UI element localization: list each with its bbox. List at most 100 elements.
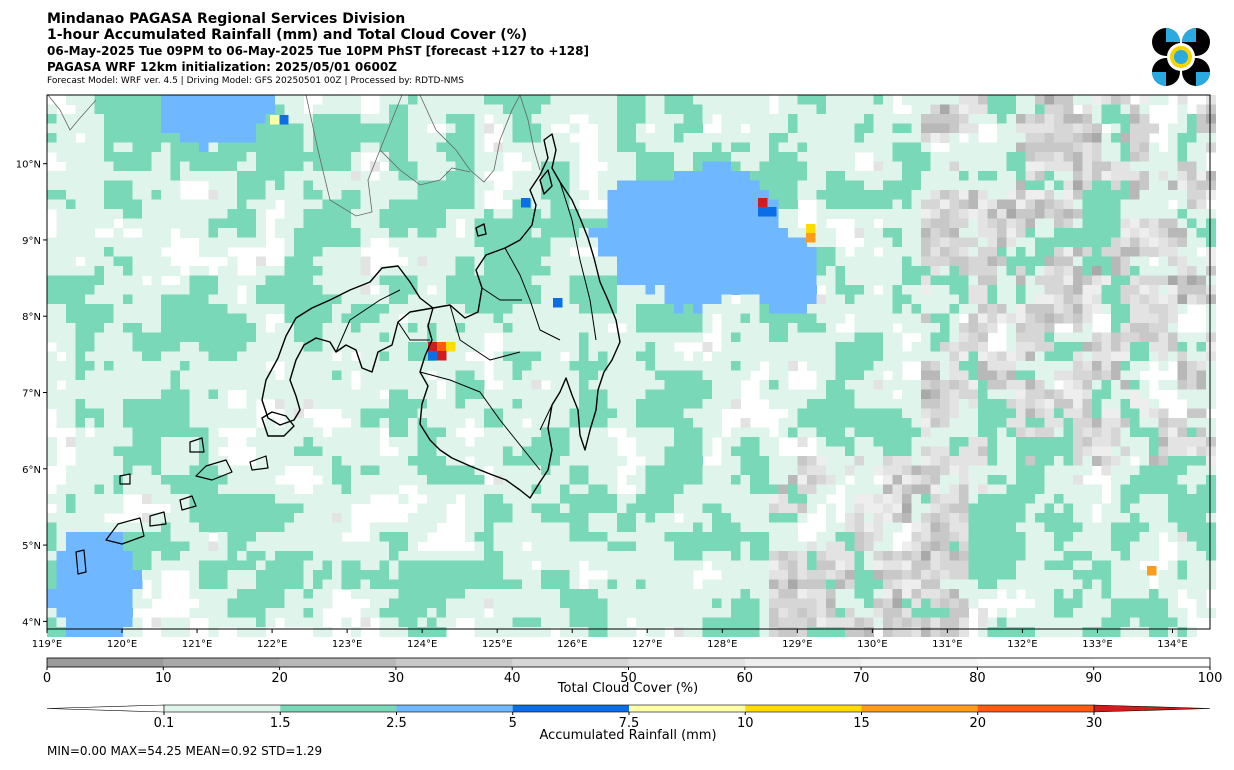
grid-cell — [1139, 323, 1150, 333]
grid-cell — [94, 437, 105, 447]
grid-cell — [151, 228, 162, 238]
grid-cell — [740, 237, 751, 248]
grid-cell — [921, 418, 931, 428]
grid-cell — [1025, 209, 1036, 219]
grid-cell — [978, 209, 988, 219]
grid-cell — [493, 266, 504, 276]
title-region: Mindanao PAGASA Regional Services Divisi… — [47, 11, 406, 27]
grid-cell — [797, 332, 808, 343]
grid-cell — [303, 209, 314, 219]
grid-cell — [246, 323, 257, 333]
grid-cell — [360, 427, 371, 438]
grid-cell — [1130, 228, 1140, 238]
grid-cell — [883, 209, 893, 219]
grid-cell — [265, 266, 276, 276]
grid-cell — [151, 427, 162, 438]
grid-cell — [170, 475, 181, 485]
grid-cell — [712, 133, 722, 143]
grid-cell — [1111, 418, 1121, 428]
grid-cell — [132, 313, 143, 324]
grid-cell — [379, 218, 390, 229]
grid-cell — [987, 465, 998, 476]
grid-cell — [1168, 171, 1178, 181]
grid-cell — [417, 142, 428, 153]
grid-cell — [683, 427, 694, 438]
grid-cell — [446, 418, 456, 428]
grid-cell — [132, 152, 143, 162]
grid-cell — [854, 294, 865, 305]
grid-cell — [607, 484, 618, 495]
grid-cell — [94, 171, 105, 181]
grid-cell — [208, 408, 219, 419]
grid-cell — [199, 503, 209, 514]
grid-cell — [455, 380, 466, 390]
grid-cell — [854, 218, 865, 229]
grid-cell — [550, 228, 561, 238]
grid-cell — [541, 399, 551, 409]
grid-cell — [607, 313, 618, 324]
grid-cell — [769, 342, 779, 352]
grid-cell — [1101, 332, 1112, 343]
grid-cell — [1187, 190, 1197, 200]
grid-cell — [332, 294, 342, 305]
grid-cell — [645, 256, 656, 267]
grid-cell — [598, 494, 608, 504]
grid-cell — [1025, 228, 1036, 238]
grid-cell — [921, 161, 931, 172]
grid-cell — [864, 180, 874, 191]
grid-cell — [123, 370, 133, 381]
grid-cell — [294, 123, 304, 134]
grid-cell — [123, 209, 133, 219]
grid-cell — [1177, 351, 1188, 362]
grid-cell — [835, 313, 846, 324]
grid-cell — [579, 275, 589, 286]
grid-cell — [636, 465, 646, 476]
grid-cell — [1139, 285, 1150, 295]
grid-cell — [1073, 351, 1083, 362]
grid-cell — [664, 228, 675, 238]
grid-cell — [968, 456, 979, 466]
grid-cell — [303, 503, 314, 514]
grid-cell — [322, 342, 333, 352]
grid-cell — [560, 446, 570, 457]
grid-cell — [579, 342, 589, 352]
grid-cell — [930, 323, 941, 333]
grid-cell — [189, 209, 200, 219]
grid-cell — [151, 351, 162, 362]
grid-cell — [389, 123, 399, 134]
grid-cell — [1035, 389, 1045, 400]
grid-cell — [522, 266, 532, 276]
grid-cell — [1196, 190, 1207, 200]
grid-cell — [788, 503, 798, 514]
grid-cell — [1016, 342, 1026, 352]
grid-cell — [75, 123, 86, 134]
grid-cell — [1063, 332, 1074, 343]
grid-cell — [199, 427, 209, 438]
grid-cell — [1130, 247, 1140, 257]
grid-cell — [617, 389, 627, 400]
grid-cell — [645, 161, 656, 172]
grid-cell — [1120, 275, 1131, 286]
grid-cell — [370, 399, 380, 409]
grid-cell — [1016, 332, 1026, 343]
grid-cell — [1101, 294, 1112, 305]
grid-cell — [75, 237, 86, 248]
grid-cell — [1082, 484, 1093, 495]
grid-cell — [1063, 399, 1074, 409]
grid-cell — [1054, 95, 1064, 105]
grid-cell — [1139, 389, 1150, 400]
grid-cell — [1006, 285, 1017, 295]
grid-cell — [332, 437, 342, 447]
grid-cell — [1111, 446, 1121, 457]
grid-cell — [968, 247, 979, 257]
grid-cell — [332, 389, 342, 400]
grid-cell — [218, 342, 228, 352]
grid-cell — [275, 456, 285, 466]
grid-cell — [674, 256, 684, 267]
grid-cell — [797, 256, 808, 267]
grid-cell — [142, 408, 152, 419]
grid-cell — [1073, 199, 1083, 210]
grid-cell — [1168, 427, 1178, 438]
grid-cell — [788, 275, 798, 286]
grid-cell — [968, 133, 979, 143]
